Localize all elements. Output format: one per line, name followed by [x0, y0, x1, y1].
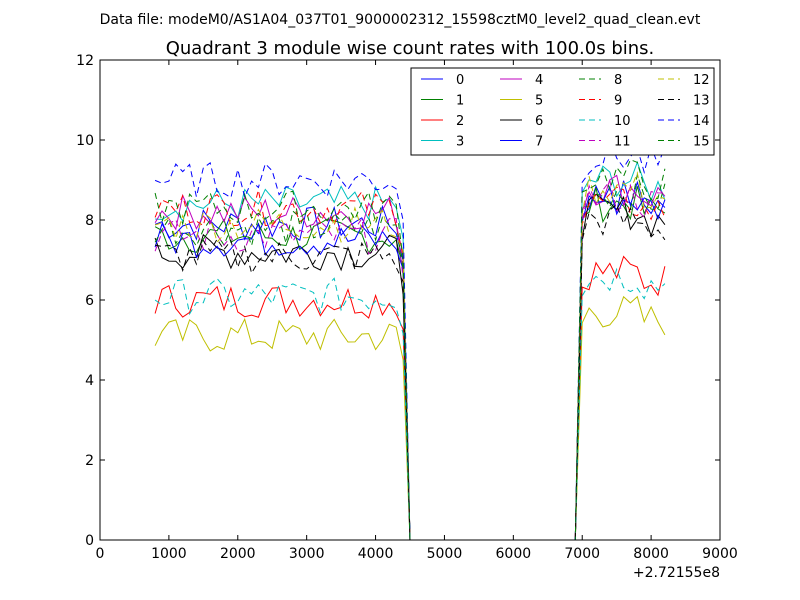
x-tick-label-2000: 2000: [220, 546, 256, 562]
y-tick-label-10: 10: [76, 133, 94, 149]
series-line-2: [154, 255, 666, 541]
legend-label-9: 9: [614, 94, 622, 109]
legend-label-14: 14: [693, 114, 710, 129]
legend-label-6: 6: [535, 114, 543, 129]
legend-label-8: 8: [614, 73, 622, 88]
series-line-6: [154, 193, 666, 541]
series-layer: [154, 137, 666, 541]
legend-label-11: 11: [614, 135, 631, 150]
legend-label-4: 4: [535, 73, 543, 88]
y-tick-label-12: 12: [76, 53, 94, 69]
legend-label-1: 1: [456, 94, 464, 109]
x-tick-label-6000: 6000: [496, 546, 532, 562]
x-tick-label-0: 0: [96, 546, 105, 562]
series-line-0: [154, 180, 666, 541]
legend-label-0: 0: [456, 73, 464, 88]
x-tick-label-5000: 5000: [427, 546, 463, 562]
legend-label-10: 10: [614, 114, 631, 129]
legend-label-12: 12: [693, 73, 710, 88]
series-line-13: [155, 203, 666, 541]
y-tick-label-0: 0: [85, 533, 94, 549]
axes-layer: 0 1000 2000 3000 4000 5000 6000 7000 8000 9000 0 2 4…: [76, 53, 738, 562]
legend-label-5: 5: [535, 94, 543, 109]
x-tick-label-8000: 8000: [633, 546, 669, 562]
series-line-5: [154, 295, 666, 541]
y-tick-label-8: 8: [85, 213, 94, 229]
x-tick-label-7000: 7000: [564, 546, 600, 562]
figure-suptitle: Data file: modeM0/AS1A04_037T01_90000023…: [100, 12, 701, 28]
x-offset-label: +2.72155e8: [633, 565, 720, 581]
series-line-8: [154, 172, 666, 541]
x-tick-label-9000: 9000: [702, 546, 738, 562]
legend-label-2: 2: [456, 114, 464, 129]
series-line-11: [154, 179, 665, 541]
chart-title: Quadrant 3 module wise count rates with …: [166, 38, 655, 59]
x-tick-label-4000: 4000: [358, 546, 394, 562]
x-tick-label-1000: 1000: [151, 546, 187, 562]
x-tick-label-3000: 3000: [289, 546, 325, 562]
y-tick-label-4: 4: [85, 373, 94, 389]
series-line-15: [154, 159, 666, 541]
series-line-4: [154, 174, 666, 541]
y-tick-label-2: 2: [85, 453, 94, 469]
series-line-7: [154, 185, 666, 541]
series-line-9: [154, 186, 666, 541]
series-line-1: [154, 186, 666, 541]
legend-label-3: 3: [456, 135, 464, 150]
y-tick-label-6: 6: [85, 293, 94, 309]
legend-label-13: 13: [693, 94, 710, 109]
legend-label-7: 7: [535, 135, 543, 150]
legend-label-15: 15: [693, 135, 710, 150]
